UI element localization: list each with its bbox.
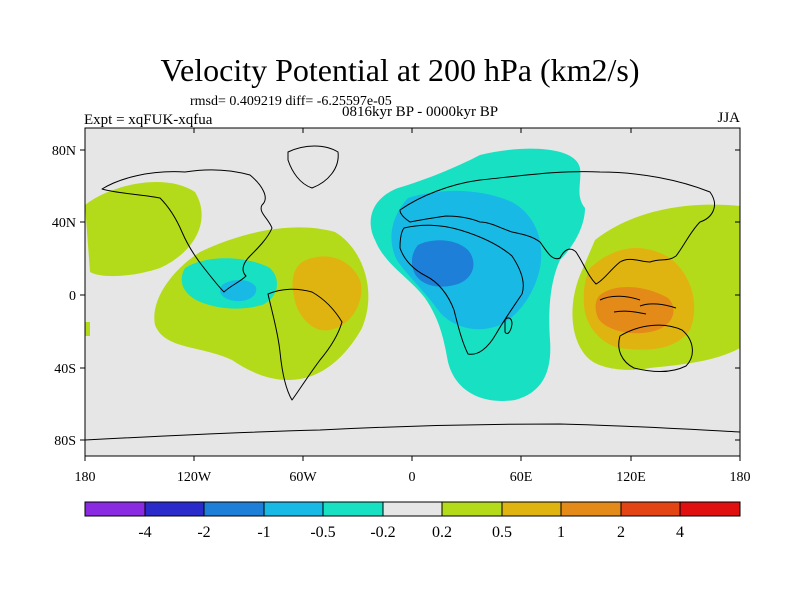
colorbar-swatch (85, 502, 145, 516)
lat-tick-label: 80N (52, 144, 76, 159)
coastlines (85, 145, 740, 441)
colorbar-swatch (264, 502, 323, 516)
lon-tick-label: 60E (510, 470, 533, 485)
colorbar-swatch (502, 502, 561, 516)
contour-field (85, 128, 740, 456)
lon-tick-label: 120E (616, 470, 646, 485)
negative-strong-region (411, 240, 474, 287)
colorbar-swatch (323, 502, 383, 516)
colorbar-label: -2 (197, 524, 210, 541)
eurasia-coast (399, 171, 715, 285)
south-america-coast (267, 288, 343, 401)
colorbar-swatch (442, 502, 502, 516)
lat-tick-label: 0 (69, 289, 76, 304)
colorbar-frame (84, 501, 741, 517)
lon-tick-label: 60W (289, 470, 317, 485)
colorbar-label: 0.5 (492, 524, 512, 541)
colorbar-label: 2 (617, 524, 625, 541)
positive-strong-region (595, 287, 674, 334)
colorbar-label: -0.2 (370, 524, 395, 541)
colorbar-swatch (145, 502, 204, 516)
colorbar-swatch (204, 502, 264, 516)
north-america-coast (101, 169, 273, 293)
australia-coast (618, 324, 693, 372)
lon-tick-label: 0 (409, 470, 416, 485)
latitude-axis (80, 149, 740, 441)
colorbar-swatch (680, 502, 740, 516)
lat-tick-label: 40S (54, 362, 76, 377)
antarctica-coast (85, 423, 740, 441)
colorbar-swatch (621, 502, 680, 516)
season-label: JJA (717, 110, 740, 126)
colorbar-label: 4 (676, 524, 684, 541)
lat-tick-label: 80S (54, 434, 76, 449)
lon-tick-label: 120W (177, 470, 212, 485)
colorbar-label: 1 (557, 524, 565, 541)
colorbar-label: -4 (138, 524, 151, 541)
africa-coast (399, 224, 524, 355)
colorbar-label: 0.2 (432, 524, 452, 541)
maritime-continent-coast (599, 295, 677, 315)
stats-line: rmsd= 0.409219 diff= -6.25597e-05 (190, 94, 392, 109)
colorbar-swatch (561, 502, 621, 516)
lon-tick-label: 180 (75, 470, 96, 485)
experiment-label: Expt = xqFUK-xqfua (84, 112, 213, 128)
period-label: 0816kyr BP - 0000kyr BP (341, 104, 499, 120)
chart-title: Velocity Potential at 200 hPa (km2/s) (160, 52, 640, 88)
greenland-coast (287, 145, 339, 189)
longitude-axis (84, 128, 741, 461)
colorbar: -4 -2 -1 -0.5 -0.2 0.2 0.5 1 2 4 (84, 501, 741, 541)
lat-tick-label: 40N (52, 216, 76, 231)
lon-tick-label: 180 (730, 470, 751, 485)
colorbar-label: -0.5 (310, 524, 335, 541)
colorbar-swatch (383, 502, 442, 516)
madagascar-coast (504, 317, 513, 335)
colorbar-label: -1 (257, 524, 270, 541)
